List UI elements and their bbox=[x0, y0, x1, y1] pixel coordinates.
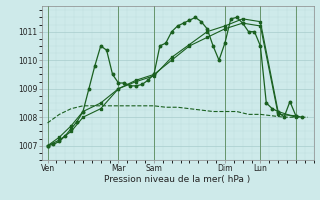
X-axis label: Pression niveau de la mer( hPa ): Pression niveau de la mer( hPa ) bbox=[104, 175, 251, 184]
